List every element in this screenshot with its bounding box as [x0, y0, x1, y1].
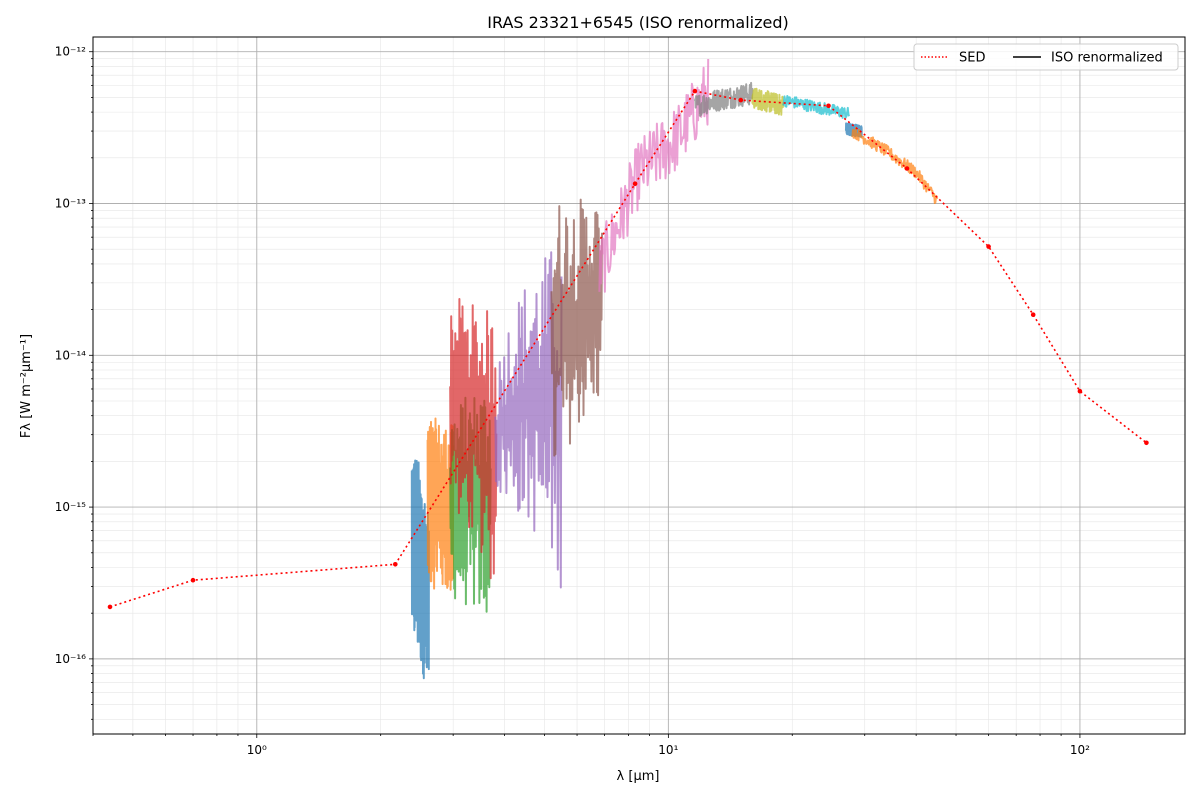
spectrum-segment-1	[410, 459, 430, 680]
spectrum-segment-3	[449, 396, 492, 613]
axes-frame	[92, 36, 1186, 735]
spectrum-segment-9	[751, 87, 785, 116]
y-tick-label: 10⁻¹⁵	[55, 500, 86, 514]
spectrum-segment-4	[449, 298, 498, 580]
legend-box	[913, 43, 1179, 71]
legend-label-2: ISO renormalized	[1051, 51, 1163, 66]
spectrum-segment-7	[598, 58, 710, 293]
y-tick-label: 10⁻¹²	[55, 45, 86, 59]
sed-point	[826, 103, 831, 109]
sed-point	[393, 562, 398, 567]
y-axis-label: Fλ [W m⁻²μm⁻¹]	[19, 334, 34, 438]
legend-label-1: SED	[959, 51, 985, 66]
minor-gridlines	[92, 37, 1185, 734]
axis-ticks: 10⁰ 10¹ 10² 10⁻¹⁶ 10⁻¹⁵ 10⁻¹⁴ 10⁻¹³ 10⁻¹²	[55, 45, 1090, 757]
spectrum-segment-10	[782, 95, 851, 119]
x-tick-label: 10²	[1070, 743, 1090, 757]
legend: SED ISO renormalized	[913, 43, 1179, 71]
spectrum-segment-5	[494, 251, 563, 589]
sed-point	[1077, 388, 1083, 394]
y-tick-label: 10⁻¹⁶	[55, 652, 86, 666]
y-tick-label: 10⁻¹³	[55, 197, 86, 211]
sed-series	[107, 88, 1149, 610]
y-tick-label: 10⁻¹⁴	[55, 348, 86, 362]
spectrum-segment-8	[693, 81, 754, 117]
sed-point	[190, 577, 196, 583]
sed-point	[738, 97, 744, 103]
sed-line	[109, 90, 1147, 608]
chart-title: IRAS 23321+6545 (ISO renormalized)	[487, 13, 789, 32]
sed-point	[986, 244, 991, 249]
spectrum-segment-6	[550, 198, 603, 457]
sed-point	[632, 181, 638, 186]
sed-point	[107, 604, 113, 610]
sed-point	[1144, 440, 1149, 446]
spectrum-segment-2	[426, 417, 455, 591]
spectra-group	[410, 58, 939, 680]
sed-point	[1030, 312, 1036, 318]
sed-point	[904, 166, 910, 171]
x-axis-label: λ [μm]	[617, 769, 660, 784]
x-tick-label: 10⁰	[247, 743, 267, 757]
x-tick-label: 10¹	[658, 743, 678, 757]
sed-point	[692, 88, 698, 94]
